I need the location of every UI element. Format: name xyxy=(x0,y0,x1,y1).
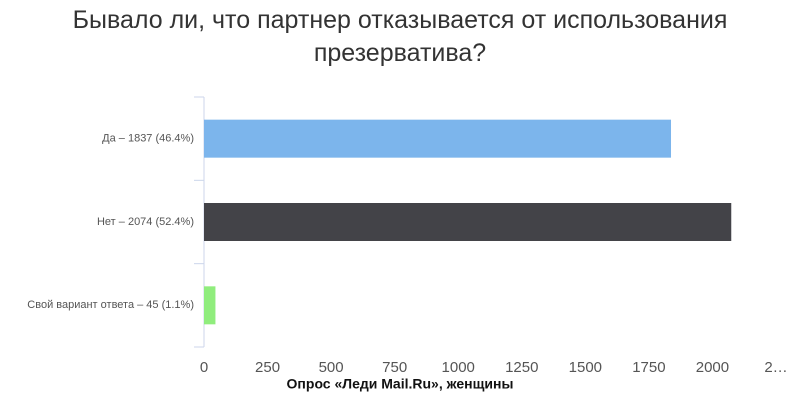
x-tick-label: 750 xyxy=(382,359,407,376)
x-tick-label: 0 xyxy=(200,359,208,376)
x-tick-label: 2000 xyxy=(696,359,729,376)
x-tick-label: 1000 xyxy=(442,359,475,376)
bar xyxy=(204,119,672,158)
x-tick-label: 1750 xyxy=(632,359,665,376)
x-tick-label: 1500 xyxy=(569,359,602,376)
x-tick-label: 500 xyxy=(319,359,344,376)
x-tick-label: 1250 xyxy=(505,359,538,376)
chart-source: Опрос «Леди Mail.Ru», женщины xyxy=(287,376,514,392)
bar xyxy=(204,286,216,325)
x-tick-label: 2… xyxy=(764,359,787,376)
y-tick-label: Свой вариант ответа – 45 (1.1%) xyxy=(27,299,194,311)
y-tick-label: Нет – 2074 (52.4%) xyxy=(97,216,194,228)
bar xyxy=(204,203,732,241)
chart-title: Бывало ли, что партнер отказывается от и… xyxy=(72,6,728,67)
x-tick-label: 250 xyxy=(255,359,280,376)
y-tick-label: Да – 1837 (46.4%) xyxy=(102,133,194,145)
